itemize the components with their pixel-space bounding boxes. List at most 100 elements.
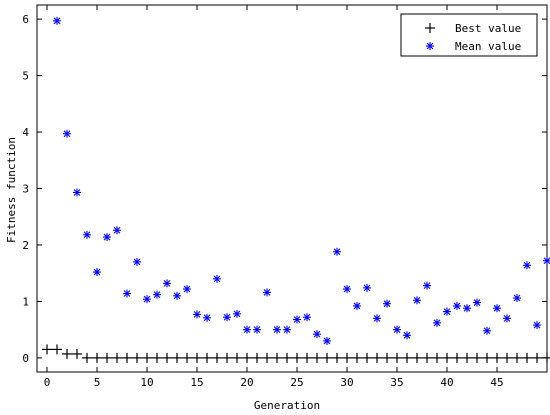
x-tick-label: 0 xyxy=(44,376,51,389)
y-tick-label: 2 xyxy=(22,239,29,252)
best-value-point xyxy=(322,352,332,363)
best-value-point xyxy=(272,352,282,363)
mean-value-point xyxy=(453,301,461,310)
best-value-point xyxy=(112,352,122,363)
mean-value-point xyxy=(443,307,451,316)
mean-value-point xyxy=(113,226,121,235)
mean-value-point xyxy=(513,294,521,303)
mean-value-point xyxy=(373,314,381,323)
legend-mean-label: Mean value xyxy=(455,40,521,53)
best-value-point xyxy=(262,352,272,363)
mean-value-point xyxy=(263,288,271,297)
best-value-point xyxy=(422,352,432,363)
mean-value-point xyxy=(473,298,481,307)
best-value-point xyxy=(352,352,362,363)
best-value-point xyxy=(152,352,162,363)
x-axis-label: Generation xyxy=(254,399,320,412)
best-value-point xyxy=(122,352,132,363)
x-tick-label: 10 xyxy=(140,376,153,389)
mean-value-point xyxy=(283,325,291,334)
legend-box xyxy=(400,13,538,57)
y-axis-label: Fitness function xyxy=(5,137,18,243)
best-value-point xyxy=(392,352,402,363)
best-value-point xyxy=(312,352,322,363)
legend-mean-marker xyxy=(426,42,434,50)
mean-value-point xyxy=(213,274,221,283)
best-value-point xyxy=(452,352,462,363)
legend-best-label: Best value xyxy=(455,22,521,35)
mean-value-point xyxy=(463,304,471,313)
mean-value-point xyxy=(253,325,261,334)
best-value-point xyxy=(372,352,382,363)
mean-value-point xyxy=(203,313,211,322)
mean-value-point xyxy=(393,325,401,334)
mean-value-point xyxy=(333,247,341,256)
mean-value-point xyxy=(523,261,531,270)
best-value-point xyxy=(52,344,62,355)
best-value-point xyxy=(212,352,222,363)
best-value-point xyxy=(502,352,512,363)
best-value-point xyxy=(292,352,302,363)
x-tick-label: 25 xyxy=(290,376,303,389)
plot-area xyxy=(36,4,548,373)
best-value-point xyxy=(512,352,522,363)
x-tick-label: 45 xyxy=(490,376,503,389)
best-value-point xyxy=(282,352,292,363)
mean-value-point xyxy=(233,309,241,318)
best-value-point xyxy=(402,352,412,363)
mean-value-point xyxy=(83,230,91,239)
x-tick-label: 35 xyxy=(390,376,403,389)
legend: Best value Mean value xyxy=(400,13,538,57)
x-tick-label: 40 xyxy=(440,376,453,389)
best-value-point xyxy=(202,352,212,363)
best-value-point xyxy=(82,352,92,363)
mean-value-point xyxy=(193,310,201,319)
mean-value-point xyxy=(73,188,81,197)
x-tick-label: 5 xyxy=(94,376,101,389)
legend-best-marker xyxy=(425,23,435,33)
mean-value-point xyxy=(363,283,371,292)
mean-value-point xyxy=(323,336,331,345)
y-tick-label: 1 xyxy=(22,295,29,308)
y-tick-label: 3 xyxy=(22,183,29,196)
best-value-point xyxy=(192,352,202,363)
best-value-point xyxy=(432,352,442,363)
best-value-point xyxy=(252,352,262,363)
mean-value-point xyxy=(153,290,161,299)
mean-value-point xyxy=(303,313,311,322)
mean-value-point xyxy=(63,129,71,138)
best-value-point xyxy=(412,352,422,363)
best-value-point xyxy=(222,352,232,363)
mean-value-point xyxy=(273,325,281,334)
best-value-point xyxy=(472,352,482,363)
best-value-point xyxy=(542,352,550,363)
mean-value-point xyxy=(383,299,391,308)
mean-value-point xyxy=(433,318,441,327)
mean-value-point xyxy=(313,330,321,339)
data-points xyxy=(42,16,550,363)
best-value-point xyxy=(242,352,252,363)
best-value-point xyxy=(382,352,392,363)
best-value-point xyxy=(332,352,342,363)
mean-value-point xyxy=(93,268,101,277)
best-value-point xyxy=(72,348,82,359)
best-value-point xyxy=(362,352,372,363)
best-value-point xyxy=(522,352,532,363)
best-value-point xyxy=(142,352,152,363)
mean-value-point xyxy=(483,326,491,335)
mean-value-point xyxy=(293,315,301,324)
mean-value-point xyxy=(353,301,361,310)
best-value-point xyxy=(342,352,352,363)
x-tick-label: 15 xyxy=(190,376,203,389)
mean-value-point xyxy=(543,256,550,265)
best-value-point xyxy=(482,352,492,363)
x-tick-label: 20 xyxy=(240,376,253,389)
best-value-point xyxy=(182,352,192,363)
best-value-point xyxy=(172,352,182,363)
best-value-point xyxy=(62,348,72,359)
y-tick-label: 0 xyxy=(22,352,29,365)
mean-value-point xyxy=(503,314,511,323)
x-tick-label: 30 xyxy=(340,376,353,389)
